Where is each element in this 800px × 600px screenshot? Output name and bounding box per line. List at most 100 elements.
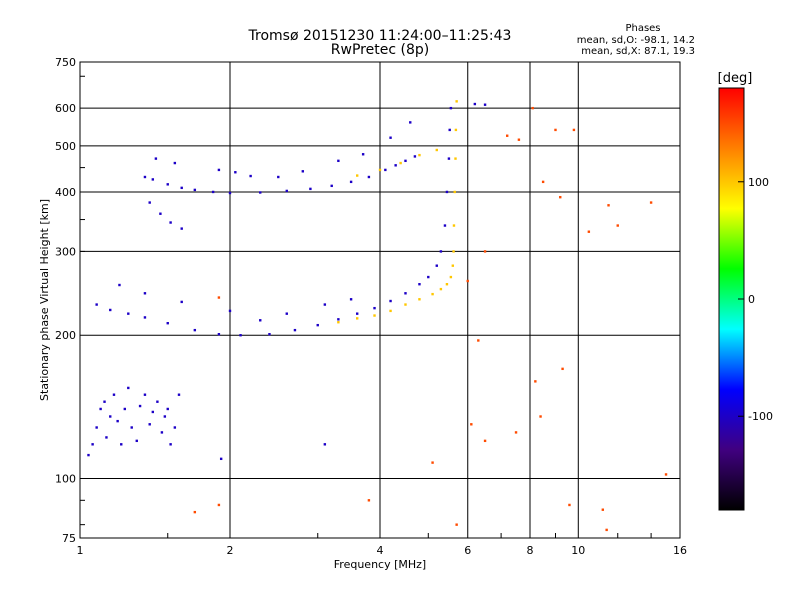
echo-point xyxy=(151,178,155,181)
y-tick-label: 75 xyxy=(62,532,76,545)
y-tick-label: 100 xyxy=(55,473,76,486)
chart-subtitle: RwPretec (8p) xyxy=(331,42,429,58)
echo-point xyxy=(605,528,608,532)
echo-point xyxy=(418,298,421,301)
echo-point xyxy=(217,503,221,507)
echo-point xyxy=(173,426,177,429)
y-tick-label: 500 xyxy=(55,140,76,153)
echo-point xyxy=(378,168,382,172)
echo-point xyxy=(483,103,487,106)
echo-point xyxy=(160,431,164,434)
echo-point xyxy=(517,138,521,141)
echo-point xyxy=(95,426,98,429)
echo-point xyxy=(163,415,167,418)
echo-point xyxy=(455,100,458,103)
echo-point xyxy=(404,292,407,295)
echo-point xyxy=(649,201,653,204)
echo-point xyxy=(404,159,407,163)
echo-point xyxy=(193,328,197,332)
echo-point xyxy=(418,153,421,157)
echo-point xyxy=(373,306,376,310)
echo-point xyxy=(95,303,98,306)
colorbar-label: [deg] xyxy=(718,71,753,86)
echo-point xyxy=(427,275,430,279)
echo-point xyxy=(554,128,557,132)
echo-point xyxy=(404,303,407,306)
echo-point xyxy=(587,230,591,233)
echo-point xyxy=(285,189,288,193)
echo-point xyxy=(470,423,473,426)
echo-point xyxy=(173,161,177,165)
x-tick-label: 16 xyxy=(673,544,687,557)
x-axis-label: Frequency [MHz] xyxy=(334,558,426,571)
echo-point xyxy=(473,102,477,106)
x-tick-label: 1 xyxy=(77,544,84,557)
echo-point xyxy=(394,164,397,167)
colorbar-tick-label: 0 xyxy=(748,293,755,306)
echo-point xyxy=(389,309,392,313)
echo-point xyxy=(454,157,457,160)
echo-point xyxy=(413,155,417,158)
echo-point xyxy=(217,296,221,299)
echo-point xyxy=(259,191,262,194)
echo-point xyxy=(361,153,365,156)
y-tick-label: 750 xyxy=(55,56,76,69)
echo-point xyxy=(435,264,438,267)
echo-point xyxy=(561,367,564,371)
echo-point xyxy=(330,184,333,188)
echo-point xyxy=(453,190,456,194)
y-tick-label: 200 xyxy=(55,329,76,342)
echo-point xyxy=(316,323,319,327)
echo-point xyxy=(539,415,542,418)
echo-point xyxy=(91,443,94,446)
echo-point xyxy=(445,283,449,286)
echo-point xyxy=(466,279,469,283)
echo-point xyxy=(455,523,458,526)
echo-point xyxy=(439,287,443,291)
echo-point xyxy=(337,318,340,321)
echo-point xyxy=(217,333,221,336)
echo-point xyxy=(193,510,197,514)
echo-point xyxy=(384,168,387,172)
echo-point xyxy=(259,319,262,322)
echo-point xyxy=(607,204,610,207)
echo-point xyxy=(169,221,172,224)
x-tick-label: 10 xyxy=(571,544,585,557)
echo-point xyxy=(514,431,518,434)
echo-point xyxy=(118,283,121,287)
echo-point xyxy=(452,224,456,227)
chart-title: Tromsø 20151230 11:24:00–11:25:43 xyxy=(248,28,512,44)
echo-point xyxy=(148,423,151,426)
y-tick-label: 300 xyxy=(55,245,76,258)
echo-point xyxy=(337,321,340,324)
echo-point xyxy=(87,453,90,457)
x-tick-labels: 1 2 4 6 8 10 16 xyxy=(77,544,688,557)
echo-point xyxy=(409,121,412,124)
echo-point xyxy=(217,168,221,172)
echo-point xyxy=(418,283,421,286)
echo-point xyxy=(211,190,215,194)
echo-point xyxy=(568,503,571,507)
echo-point xyxy=(323,303,327,306)
x-tick-label: 4 xyxy=(377,544,384,557)
echo-point xyxy=(180,186,183,190)
echo-points xyxy=(87,100,668,532)
echo-point xyxy=(180,227,183,230)
echo-point xyxy=(448,128,451,132)
echo-point xyxy=(349,180,353,184)
echo-point xyxy=(389,299,392,303)
echo-point xyxy=(180,300,183,304)
echo-point xyxy=(355,174,359,177)
echo-point xyxy=(445,190,449,194)
echo-point xyxy=(103,400,106,403)
echo-point xyxy=(135,439,138,443)
phases-line-x: mean, sd,X: 87.1, 19.3 xyxy=(581,46,695,57)
echo-point xyxy=(123,407,126,411)
echo-point xyxy=(449,275,453,279)
x-tick-label: 2 xyxy=(227,544,234,557)
echo-point xyxy=(219,457,223,461)
echo-point xyxy=(293,328,297,332)
echo-point xyxy=(120,443,123,446)
echo-point xyxy=(601,508,605,511)
